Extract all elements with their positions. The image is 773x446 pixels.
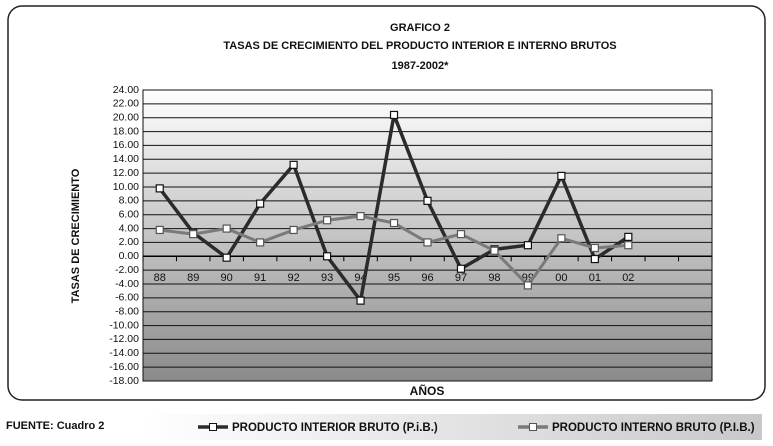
point-marker <box>189 230 198 239</box>
x-axis-label: AÑOS <box>410 383 445 398</box>
point-marker <box>289 160 298 169</box>
point-marker <box>423 238 432 247</box>
x-tick-label: 92 <box>287 272 299 284</box>
y-tick-label: -14.00 <box>109 347 139 359</box>
y-tick-label: 0.00 <box>119 250 140 262</box>
y-tick-label: 24.00 <box>113 84 139 96</box>
y-tick-label: -16.00 <box>109 361 139 373</box>
x-tick-label: 01 <box>589 272 601 284</box>
point-marker <box>590 254 599 264</box>
y-tick-label: -4.00 <box>115 278 139 290</box>
y-tick-label: 20.00 <box>113 111 139 123</box>
point-marker <box>222 253 231 262</box>
source: FUENTE: Cuadro 2 <box>6 420 104 432</box>
point-marker <box>557 234 566 243</box>
x-tick-label: 98 <box>488 272 500 284</box>
point-marker <box>624 241 633 250</box>
point-marker <box>590 243 599 253</box>
point-marker <box>456 230 466 239</box>
x-tick-label: 89 <box>187 272 199 284</box>
x-tick-label: 93 <box>321 272 333 284</box>
point-marker <box>356 212 365 221</box>
chart-title: GRAFICO 2 <box>390 22 450 34</box>
y-tick-label: 6.00 <box>119 208 140 220</box>
x-tick-label: 91 <box>254 272 266 284</box>
point-marker <box>557 171 566 181</box>
point-marker <box>322 252 332 261</box>
point-marker <box>389 218 399 228</box>
x-tick-label: 02 <box>622 272 634 284</box>
y-tick-label: 4.00 <box>119 222 140 234</box>
point-marker <box>356 296 365 305</box>
x-tick-label: 95 <box>388 272 400 284</box>
y-tick-label: -18.00 <box>109 375 139 387</box>
point-marker <box>155 225 164 235</box>
y-tick-label: 12.00 <box>113 167 139 179</box>
y-tick-label: 18.00 <box>113 125 139 137</box>
y-tick-label: -10.00 <box>109 319 139 331</box>
legend-marker <box>529 423 537 431</box>
y-tick-label: -8.00 <box>115 305 139 317</box>
y-axis-label: TASAS DE CRECIMIENTO <box>70 168 82 303</box>
point-marker <box>624 232 633 241</box>
x-tick-label: 00 <box>555 272 567 284</box>
point-marker <box>490 246 499 255</box>
y-tick-label: 22.00 <box>113 98 139 110</box>
point-marker <box>523 281 533 290</box>
y-tick-label: 2.00 <box>119 236 140 248</box>
x-tick-label: 88 <box>154 272 166 284</box>
point-marker <box>256 199 265 208</box>
point-marker <box>289 225 298 235</box>
y-tick-label: 8.00 <box>119 195 140 207</box>
point-marker <box>222 224 231 233</box>
legend-label: PRODUCTO INTERIOR BRUTO (P.i.B.) <box>232 422 438 434</box>
point-marker <box>389 110 399 120</box>
y-tick-label: -6.00 <box>115 292 139 304</box>
point-marker <box>423 196 432 205</box>
point-marker <box>456 264 466 273</box>
x-tick-label: 96 <box>421 272 433 284</box>
y-tick-label: -2.00 <box>115 264 139 276</box>
chart-subtitle: TASAS DE CRECIMIENTO DEL PRODUCTO INTERI… <box>223 40 616 52</box>
point-marker <box>322 216 332 225</box>
chart-period: 1987-2002* <box>392 60 450 72</box>
legend <box>140 414 762 440</box>
point-marker <box>155 184 164 193</box>
y-tick-label: -12.00 <box>109 333 139 345</box>
y-tick-label: 14.00 <box>113 153 139 165</box>
point-marker <box>256 238 265 247</box>
y-tick-label: 10.00 <box>113 181 139 193</box>
y-tick-label: 16.00 <box>113 139 139 151</box>
x-tick-label: 90 <box>221 272 233 284</box>
legend-marker <box>209 423 217 431</box>
plot-area <box>142 89 713 382</box>
x-tick-label: 97 <box>455 272 467 284</box>
point-marker <box>523 241 533 250</box>
legend-label: PRODUCTO INTERNO BRUTO (P.I.B.) <box>552 422 755 434</box>
